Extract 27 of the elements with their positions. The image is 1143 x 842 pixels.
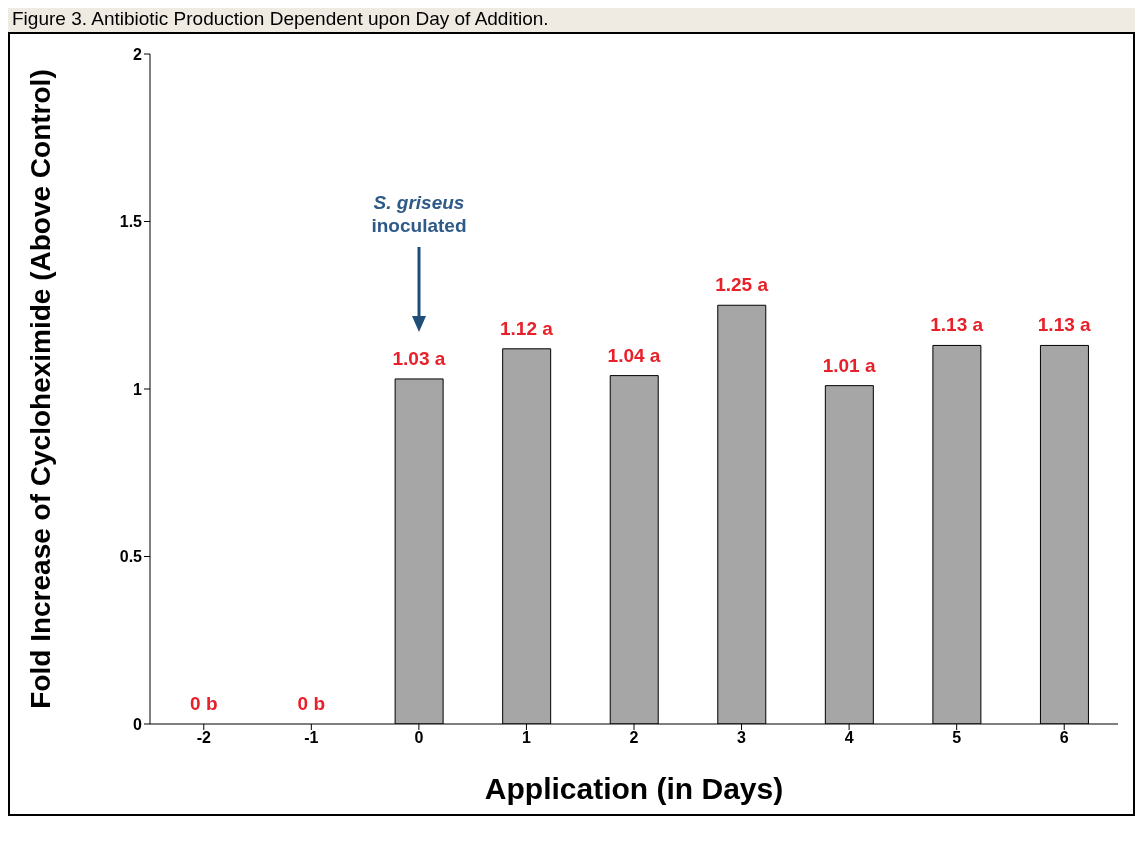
y-tick-label: 0.5 — [119, 548, 143, 566]
data-label: 1.13 a — [1037, 314, 1092, 336]
x-tick-label: 3 — [737, 729, 747, 747]
y-tick-label: 1.5 — [119, 213, 143, 231]
data-label: 1.03 a — [392, 347, 446, 369]
x-axis-title: Application (in Days) — [484, 772, 784, 805]
y-axis-title: Fold Increase of Cycloheximide (Above Control) — [24, 69, 56, 709]
x-tick-label: 5 — [952, 729, 962, 747]
y-tick-label: 0 — [133, 715, 143, 733]
x-tick-label: 2 — [629, 729, 639, 747]
data-label: 1.25 a — [715, 274, 769, 296]
x-tick-label: -2 — [196, 729, 211, 747]
data-label: 0 b — [190, 693, 218, 714]
data-label: 1.13 a — [930, 314, 984, 336]
x-tick-label: 1 — [521, 729, 531, 747]
data-label: 1.01 a — [822, 354, 876, 376]
data-label: 0 b — [297, 693, 326, 714]
y-tick-label: 2 — [133, 45, 143, 63]
data-label: 1.12 a — [500, 317, 554, 339]
annotation: S. griseus inoculated — [371, 192, 467, 236]
x-tick-label: 0 — [414, 729, 424, 747]
x-tick-label: -1 — [304, 729, 319, 747]
x-tick-label: 6 — [1059, 729, 1069, 747]
chart-title: Figure 3. Antibiotic Production Dependent upon Day of Addition. — [11, 8, 550, 31]
data-label: 1.04 a — [607, 344, 661, 366]
y-tick-label: 1 — [133, 380, 143, 398]
x-tick-label: 4 — [844, 729, 854, 747]
